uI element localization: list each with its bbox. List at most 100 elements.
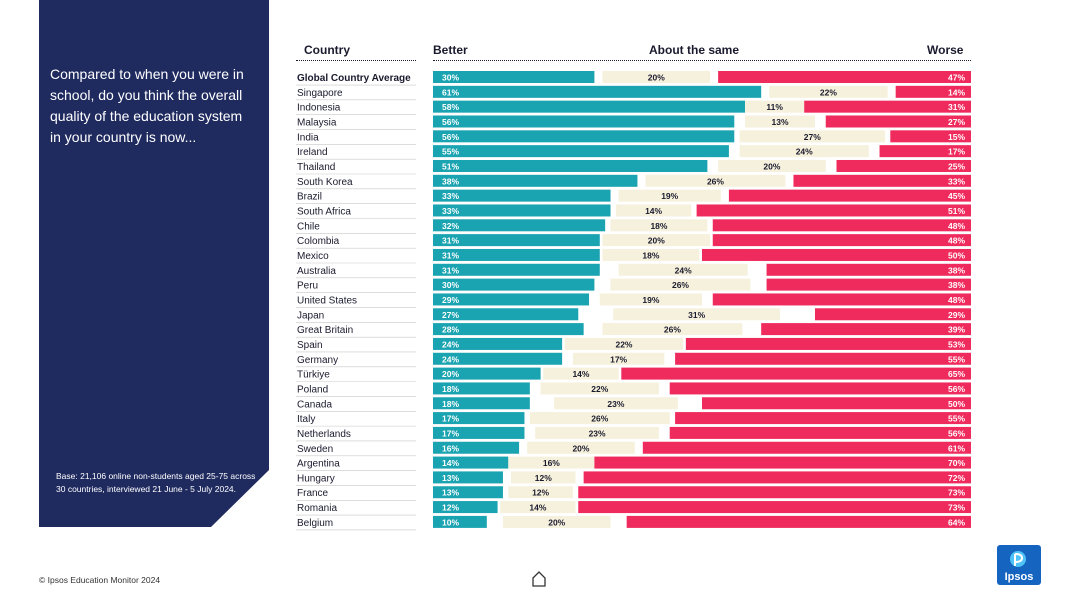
bar-better [433,189,611,202]
bar-about-the-same [602,248,700,261]
bar-worse [879,145,971,158]
label-worse: 48% [948,236,965,246]
bar-worse [621,367,971,380]
label-worse: 39% [948,325,965,335]
label-better: 30% [442,280,459,290]
label-worse: 56% [948,384,965,394]
home-icon[interactable] [531,570,547,588]
ipsos-logo: Ipsos [997,545,1041,585]
label-better: 10% [442,517,459,527]
label-worse: 55% [948,414,965,424]
label-about-the-same: 26% [591,414,608,424]
bar-about-the-same [599,293,702,306]
label-about-the-same: 20% [548,517,565,527]
bar-better [433,426,525,439]
bar-about-the-same [540,382,659,395]
bar-better [433,308,579,321]
label-about-the-same: 19% [661,191,678,201]
label-worse: 27% [948,117,965,127]
label-better: 24% [442,339,459,349]
label-worse: 64% [948,517,965,527]
bar-worse [825,115,971,128]
bar-about-the-same [554,397,678,410]
header-country-underline [296,60,416,61]
country-label: South Africa [297,206,351,217]
label-better: 56% [442,117,459,127]
bar-worse [712,234,971,247]
bar-better [433,174,638,187]
country-label: Belgium [297,518,333,529]
label-about-the-same: 14% [529,503,546,513]
bar-worse [761,323,971,336]
bar-worse [578,501,971,514]
label-worse: 17% [948,147,965,157]
label-about-the-same: 12% [535,473,552,483]
bar-worse [702,397,971,410]
bar-about-the-same [745,115,815,128]
bar-worse [594,456,971,469]
country-label: India [297,132,319,143]
label-worse: 38% [948,280,965,290]
header-country: Country [304,43,350,57]
label-about-the-same: 20% [572,443,589,453]
bar-about-the-same [745,100,805,113]
bar-about-the-same [500,501,576,514]
label-worse: 48% [948,295,965,305]
country-label: Australia [297,266,336,277]
header-about-the-same: About the same [649,43,740,57]
bar-better [433,486,503,499]
label-worse: 31% [948,102,965,112]
label-worse: 70% [948,458,965,468]
bar-better [433,263,600,276]
country-label: Italy [297,414,315,425]
bar-better [433,352,563,365]
label-better: 38% [442,176,459,186]
label-worse: 72% [948,473,965,483]
bar-worse [685,337,971,350]
label-about-the-same: 20% [763,161,780,171]
label-better: 20% [442,369,459,379]
country-label: Romania [297,503,337,514]
country-label: Sweden [297,444,333,455]
header-values-underline [433,60,971,61]
country-label: Indonesia [297,103,341,114]
stacked-bar-chart: Global Country Average 30% 20% 47% Singapore… [296,71,971,531]
label-better: 17% [442,428,459,438]
bar-worse [766,263,971,276]
label-better: 18% [442,399,459,409]
bar-worse [804,100,971,113]
bar-worse [675,352,971,365]
bar-worse [712,219,971,232]
country-label: Poland [297,384,328,395]
bar-about-the-same [602,71,711,83]
bar-about-the-same [613,308,781,321]
country-label: United States [297,295,357,306]
bar-about-the-same [508,486,573,499]
label-worse: 51% [948,206,965,216]
label-worse: 29% [948,310,965,320]
country-label: Hungary [297,473,335,484]
label-about-the-same: 17% [610,354,627,364]
label-about-the-same: 20% [648,73,665,83]
label-about-the-same: 22% [591,384,608,394]
label-worse: 56% [948,428,965,438]
label-worse: 50% [948,250,965,260]
bar-worse [669,426,971,439]
bar-better [433,471,503,484]
label-better: 30% [442,73,459,83]
bar-about-the-same [718,159,826,172]
bar-worse [890,130,971,143]
label-worse: 14% [948,87,965,97]
label-better: 13% [442,473,459,483]
label-about-the-same: 12% [532,488,549,498]
bar-worse [814,308,971,321]
country-label: Argentina [297,459,340,470]
label-better: 31% [442,265,459,275]
bar-worse [718,71,971,83]
bar-better [433,441,520,454]
label-worse: 25% [948,161,965,171]
country-label: Canada [297,399,332,410]
bar-better [433,501,498,514]
country-label: Singapore [297,88,343,99]
bar-better [433,397,530,410]
